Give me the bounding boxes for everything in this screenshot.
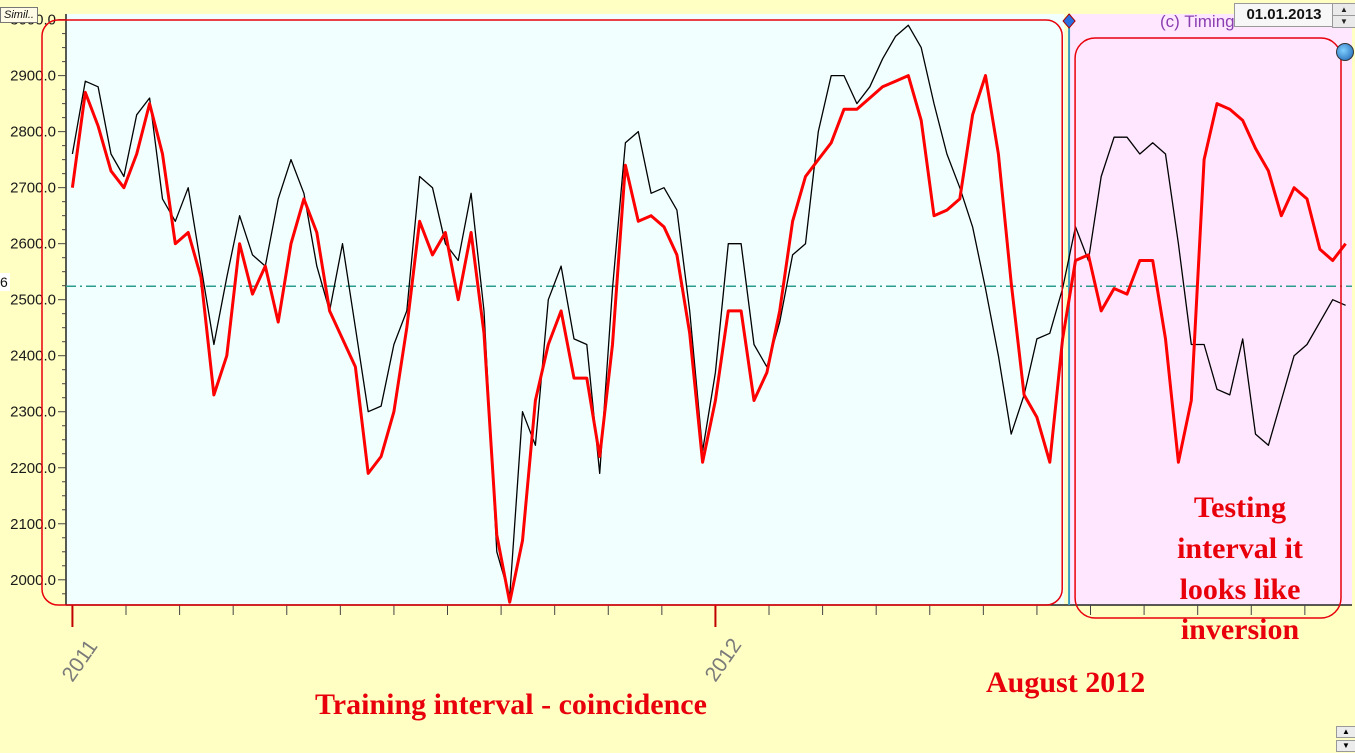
x-tick-label: 2012 bbox=[701, 634, 747, 685]
y-tick-label: 2300.0 bbox=[10, 404, 56, 421]
y-tick-label: 2500.0 bbox=[10, 292, 56, 309]
scroll-down-button[interactable]: ▼ bbox=[1336, 740, 1355, 752]
training-interval-background bbox=[66, 14, 1065, 605]
y-level-marker: 6 bbox=[0, 273, 10, 291]
august-annotation: August 2012 bbox=[986, 666, 1146, 699]
y-tick-label: 2400.0 bbox=[10, 348, 56, 365]
date-field[interactable]: 01.01.2013 bbox=[1234, 3, 1334, 27]
y-axis: 2000.0 2100.0 2200.0 2300.0 2400.0 2500.0 2600… bbox=[10, 12, 67, 605]
red-series-line bbox=[70, 74, 1347, 604]
y-tick-label: 2600.0 bbox=[10, 236, 56, 253]
training-interval-box bbox=[41, 19, 1063, 606]
y-tick-label: 2900.0 bbox=[10, 68, 56, 85]
series-layer bbox=[70, 24, 1347, 604]
globe-icon[interactable] bbox=[1336, 43, 1354, 61]
y-tick-label: 2800.0 bbox=[10, 124, 56, 141]
split-marker-icon[interactable] bbox=[1062, 13, 1076, 29]
testing-interval-background bbox=[1069, 14, 1352, 605]
testing-interval-box bbox=[1074, 37, 1342, 619]
y-tick-label: 2000.0 bbox=[10, 572, 56, 589]
watermark: (c) Timing bbox=[1160, 12, 1235, 31]
scroll-up-button[interactable]: ▲ bbox=[1336, 726, 1355, 738]
date-down-button[interactable]: ▼ bbox=[1332, 15, 1355, 28]
training-annotation: Training interval - coincidence bbox=[315, 688, 707, 721]
y-tick-label: 2700.0 bbox=[10, 180, 56, 197]
x-tick-label: 2011 bbox=[58, 636, 103, 686]
similarity-badge[interactable]: Simil.. bbox=[0, 7, 38, 23]
testing-annotation: Testing interval it looks like inversion bbox=[1177, 491, 1303, 647]
y-tick-label: 2200.0 bbox=[10, 460, 56, 477]
y-tick-label: 2100.0 bbox=[10, 516, 56, 533]
black-series-line bbox=[71, 24, 1346, 598]
